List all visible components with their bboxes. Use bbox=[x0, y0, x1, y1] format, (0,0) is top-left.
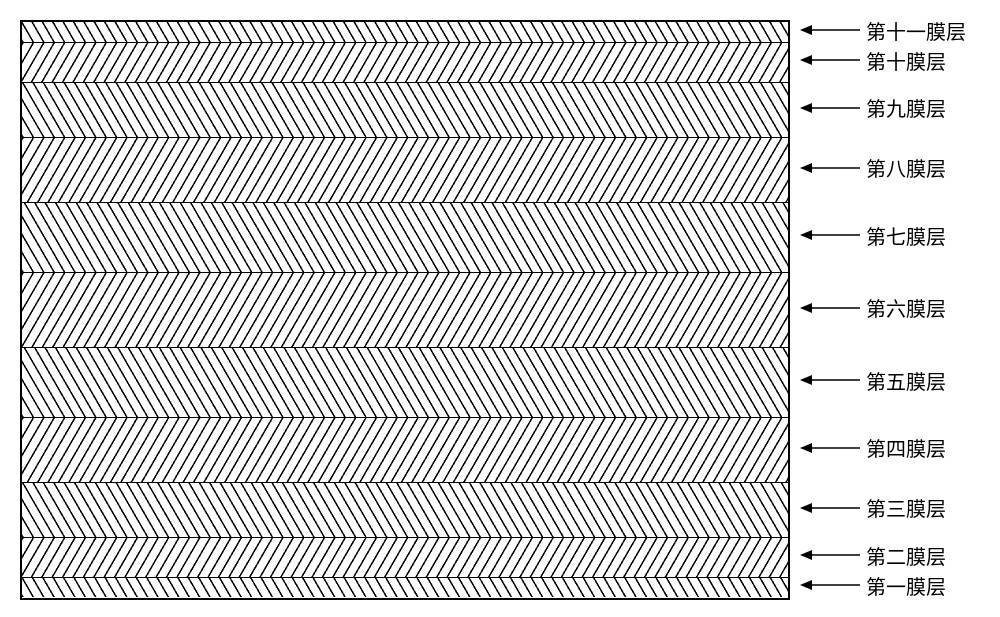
arrow-icon bbox=[800, 52, 860, 68]
label-row-layer-4: 第四膜层 bbox=[800, 436, 946, 460]
label-row-layer-9: 第九膜层 bbox=[800, 96, 946, 120]
label-text-layer-9: 第九膜层 bbox=[866, 93, 946, 122]
label-text-layer-10: 第十膜层 bbox=[866, 46, 946, 75]
film-layer-10 bbox=[22, 42, 788, 82]
film-layer-9 bbox=[22, 82, 788, 137]
arrow-icon bbox=[800, 500, 860, 516]
label-column: 第十一膜层第十膜层第九膜层第八膜层第七膜层第六膜层第五膜层第四膜层第三膜层第二膜… bbox=[800, 20, 1000, 600]
label-row-layer-5: 第五膜层 bbox=[800, 368, 946, 392]
layer-stack bbox=[20, 20, 790, 600]
label-row-layer-1: 第一膜层 bbox=[800, 573, 946, 597]
arrow-icon bbox=[800, 160, 860, 176]
arrow-icon bbox=[800, 372, 860, 388]
arrow-icon bbox=[800, 300, 860, 316]
arrow-icon bbox=[800, 100, 860, 116]
label-text-layer-6: 第六膜层 bbox=[866, 293, 946, 322]
label-row-layer-8: 第八膜层 bbox=[800, 156, 946, 180]
label-text-layer-5: 第五膜层 bbox=[866, 366, 946, 395]
film-layer-1 bbox=[22, 577, 788, 597]
label-text-layer-2: 第二膜层 bbox=[866, 541, 946, 570]
film-layer-2 bbox=[22, 537, 788, 577]
film-layer-8 bbox=[22, 137, 788, 202]
arrow-icon bbox=[800, 227, 860, 243]
arrow-icon bbox=[800, 22, 860, 38]
label-text-layer-1: 第一膜层 bbox=[866, 571, 946, 600]
arrow-icon bbox=[800, 440, 860, 456]
label-text-layer-4: 第四膜层 bbox=[866, 433, 946, 462]
film-layer-5 bbox=[22, 347, 788, 417]
arrow-icon bbox=[800, 547, 860, 563]
label-text-layer-3: 第三膜层 bbox=[866, 493, 946, 522]
film-layer-3 bbox=[22, 482, 788, 537]
label-row-layer-6: 第六膜层 bbox=[800, 296, 946, 320]
film-layer-11 bbox=[22, 22, 788, 42]
arrow-icon bbox=[800, 577, 860, 593]
label-row-layer-3: 第三膜层 bbox=[800, 496, 946, 520]
label-text-layer-8: 第八膜层 bbox=[866, 153, 946, 182]
diagram-container: 第十一膜层第十膜层第九膜层第八膜层第七膜层第六膜层第五膜层第四膜层第三膜层第二膜… bbox=[0, 0, 1000, 617]
label-text-layer-11: 第十一膜层 bbox=[866, 16, 966, 45]
film-layer-4 bbox=[22, 417, 788, 482]
label-text-layer-7: 第七膜层 bbox=[866, 221, 946, 250]
film-layer-7 bbox=[22, 202, 788, 272]
label-row-layer-11: 第十一膜层 bbox=[800, 18, 966, 42]
film-layer-6 bbox=[22, 272, 788, 347]
label-row-layer-10: 第十膜层 bbox=[800, 48, 946, 72]
label-row-layer-2: 第二膜层 bbox=[800, 543, 946, 567]
label-row-layer-7: 第七膜层 bbox=[800, 223, 946, 247]
